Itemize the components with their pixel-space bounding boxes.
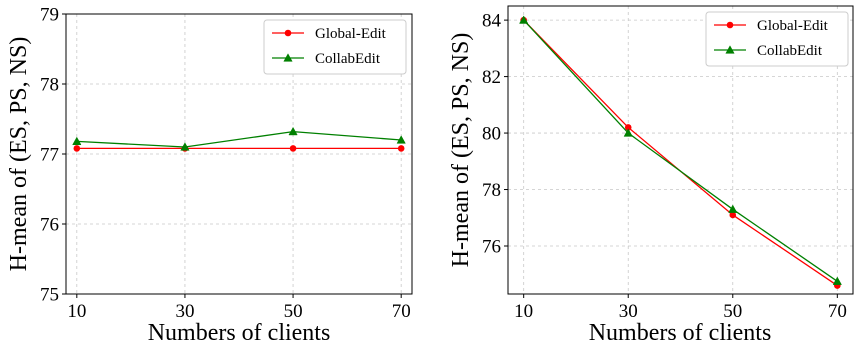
left-legend-marker-collabedit — [283, 53, 293, 62]
right-y-axis-label: H-mean of (ES, PS, NS) — [448, 33, 474, 268]
left-y-tick-label: 76 — [40, 215, 59, 236]
left-legend-marker-global-edit — [284, 29, 292, 37]
right-x-tick-label: 50 — [723, 301, 742, 322]
left-point-global-edit — [73, 145, 81, 152]
right-legend-marker-global-edit — [726, 21, 734, 29]
left-y-tick-label: 79 — [40, 5, 59, 26]
left-chart-series — [72, 126, 406, 152]
right-point-collabedit — [728, 204, 738, 213]
right-y-tick-label: 82 — [482, 67, 501, 88]
left-legend-label-collabedit: CollabEdit — [315, 51, 381, 67]
right-x-tick-label: 30 — [619, 301, 638, 322]
right-y-tick-label: 78 — [482, 180, 501, 201]
right-y-tick-label: 76 — [482, 237, 501, 258]
left-x-tick-label: 30 — [175, 301, 194, 322]
right-series-line-collabedit — [523, 19, 838, 282]
left-y-axis-label: H-mean of (ES, PS, NS) — [6, 37, 32, 272]
left-point-collabedit — [288, 126, 298, 136]
right-x-tick-label: 70 — [828, 301, 847, 322]
right-point-collabedit — [623, 128, 633, 137]
right-x-tick-label: 10 — [514, 301, 533, 322]
left-chart-x-ticks: 10 30 50 70 — [67, 294, 411, 322]
left-y-tick-label: 75 — [40, 285, 59, 306]
left-point-collabedit — [396, 135, 406, 144]
right-chart-y-ticks: 76 78 80 82 84 — [482, 11, 508, 258]
left-point-collabedit — [180, 142, 190, 151]
left-chart-y-ticks: 75 76 77 78 79 — [40, 5, 66, 306]
right-point-collabedit — [832, 276, 842, 285]
right-legend-label-collabedit: CollabEdit — [757, 43, 823, 59]
left-legend: Global-Edit CollabEdit — [263, 19, 407, 75]
left-x-axis-label: Numbers of clients — [148, 320, 331, 346]
right-chart-x-ticks: 10 30 50 70 — [514, 294, 847, 322]
right-legend-marker-collabedit — [725, 45, 735, 54]
right-legend-label-global-edit: Global-Edit — [757, 18, 829, 34]
left-y-tick-label: 78 — [40, 75, 59, 96]
left-x-tick-label: 70 — [392, 301, 411, 322]
left-chart: 75 76 77 78 79 10 30 50 70 Numbers of clients H… — [6, 5, 413, 346]
left-point-global-edit — [397, 145, 405, 152]
left-point-global-edit — [289, 145, 297, 152]
right-x-axis-label: Numbers of clients — [589, 320, 772, 346]
right-point-collabedit — [519, 15, 529, 24]
right-chart: 76 78 80 82 84 10 30 50 70 Numbers of clients H… — [448, 5, 854, 346]
left-series-line-collabedit — [76, 130, 402, 148]
left-x-tick-label: 50 — [284, 301, 303, 322]
left-legend-label-global-edit: Global-Edit — [315, 26, 387, 42]
right-y-tick-label: 84 — [482, 11, 502, 32]
right-y-tick-label: 80 — [482, 124, 501, 145]
left-x-tick-label: 10 — [67, 301, 86, 322]
left-y-tick-label: 77 — [40, 145, 59, 166]
right-chart-series — [519, 15, 842, 289]
right-point-global-edit — [624, 124, 632, 131]
left-point-collabedit — [72, 136, 82, 146]
right-point-global-edit — [729, 211, 737, 219]
right-legend: Global-Edit CollabEdit — [705, 11, 849, 67]
right-plot-frame — [507, 5, 854, 295]
